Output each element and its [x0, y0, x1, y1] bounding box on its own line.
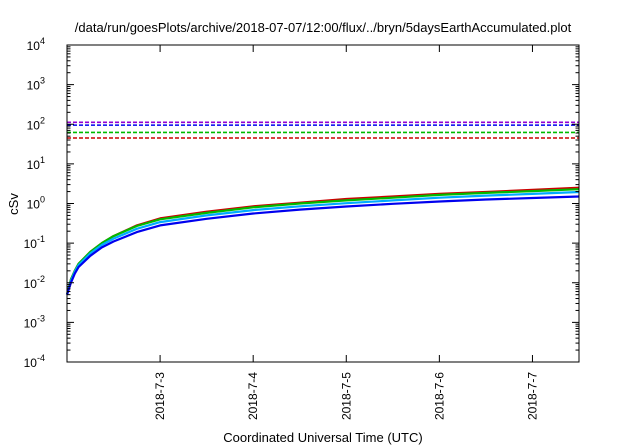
y-tick-exponent: 0: [40, 195, 45, 205]
plot-frame: [66, 44, 580, 363]
y-tick-base: 10: [27, 198, 41, 212]
y-tick-base: 10: [24, 356, 38, 370]
y-tick-label: 102: [27, 115, 45, 132]
y-tick-label: 10-2: [24, 274, 45, 291]
series-line: [65, 195, 580, 296]
x-axis: 2018-7-3 2018-7-4 2018-7-5 2018-7-6 2018-7-7: [153, 45, 539, 420]
y-tick-base: 10: [24, 237, 38, 251]
y-tick-exponent: -4: [37, 353, 45, 363]
y-tick-label: 104: [27, 36, 45, 53]
y-tick-exponent: 3: [40, 76, 45, 86]
chart-title: /data/run/goesPlots/archive/2018-07-07/1…: [75, 20, 572, 35]
y-tick-base: 10: [24, 277, 38, 291]
threshold-layer: [67, 121, 579, 139]
y-tick-label: 103: [27, 76, 45, 93]
x-tick-label: 2018-7-6: [432, 372, 446, 420]
y-tick-exponent: -3: [37, 313, 45, 323]
x-axis-title: Coordinated Universal Time (UTC): [223, 430, 422, 445]
y-tick-label: 10-3: [24, 313, 45, 330]
y-tick-exponent: 1: [40, 155, 45, 165]
y-tick-exponent: -2: [37, 274, 45, 284]
y-tick-label: 100: [27, 195, 45, 212]
y-tick-label: 10-1: [24, 234, 45, 251]
x-tick-label: 2018-7-5: [339, 372, 353, 420]
y-axis-title: cSv: [6, 193, 21, 215]
y-tick-base: 10: [27, 158, 41, 172]
series-layer: [65, 186, 580, 296]
x-tick-label: 2018-7-7: [525, 372, 539, 420]
y-tick-base: 10: [24, 316, 38, 330]
y-tick-exponent: 4: [40, 36, 45, 46]
y-tick-label: 101: [27, 155, 45, 172]
y-tick-base: 10: [27, 79, 41, 93]
y-tick-base: 10: [27, 39, 41, 53]
y-tick-exponent: 2: [40, 115, 45, 125]
x-tick-label: 2018-7-4: [246, 372, 260, 420]
x-tick-label: 2018-7-3: [153, 372, 167, 420]
y-tick-base: 10: [27, 118, 41, 132]
y-tick-exponent: -1: [37, 234, 45, 244]
y-tick-label: 10-4: [24, 353, 45, 370]
